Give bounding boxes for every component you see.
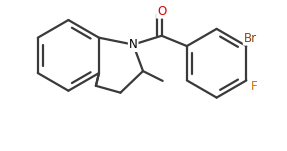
Text: Br: Br	[244, 32, 257, 45]
Text: F: F	[251, 80, 257, 93]
Text: N: N	[129, 38, 137, 51]
Text: O: O	[157, 5, 166, 18]
